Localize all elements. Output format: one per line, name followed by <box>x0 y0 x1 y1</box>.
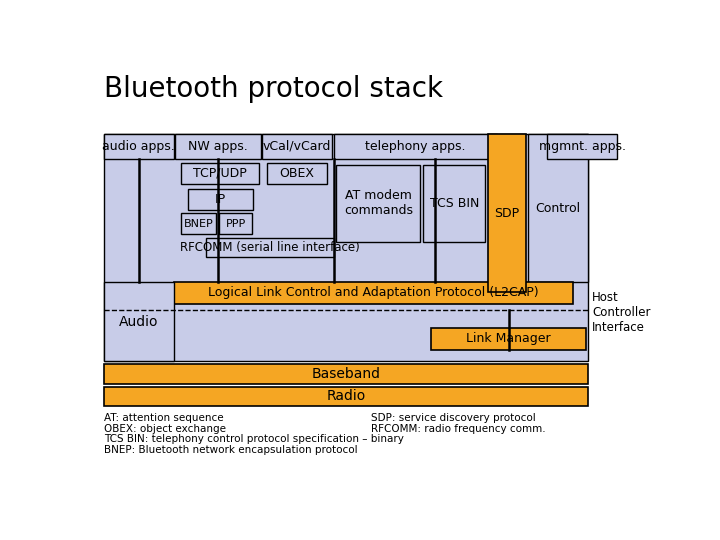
Text: TCP/UDP: TCP/UDP <box>194 167 247 180</box>
Bar <box>528 134 588 282</box>
Text: audio apps.: audio apps. <box>102 140 175 153</box>
Text: Control: Control <box>536 201 580 214</box>
Text: BNEP: Bluetooth network encapsulation protocol: BNEP: Bluetooth network encapsulation pr… <box>104 445 358 455</box>
Text: NW apps.: NW apps. <box>188 140 248 153</box>
Text: TCS BIN: telephony control protocol specification – binary: TCS BIN: telephony control protocol spec… <box>104 434 404 444</box>
Bar <box>206 238 334 257</box>
Bar <box>220 213 252 234</box>
Bar <box>104 134 588 361</box>
Bar <box>336 165 420 242</box>
Text: RFCOMM (serial line interface): RFCOMM (serial line interface) <box>180 241 360 254</box>
Text: OBEX: object exchange: OBEX: object exchange <box>104 423 226 434</box>
Bar <box>262 134 332 159</box>
Text: mgmnt. apps.: mgmnt. apps. <box>539 140 626 153</box>
Text: TCS BIN: TCS BIN <box>430 197 479 210</box>
Bar <box>431 328 586 350</box>
Text: SDP: service discovery protocol: SDP: service discovery protocol <box>371 413 535 423</box>
Text: vCal/vCard: vCal/vCard <box>263 140 331 153</box>
Bar <box>487 134 526 292</box>
Bar <box>104 282 174 361</box>
Bar <box>104 364 588 383</box>
Bar <box>104 387 588 406</box>
Text: Radio: Radio <box>326 389 366 403</box>
Bar <box>104 134 174 159</box>
Text: Host
Controller
Interface: Host Controller Interface <box>593 291 651 334</box>
Text: Audio: Audio <box>119 315 158 329</box>
Bar <box>334 134 497 159</box>
Text: Bluetooth protocol stack: Bluetooth protocol stack <box>104 75 443 103</box>
Text: SDP: SDP <box>495 206 520 220</box>
Bar <box>181 213 216 234</box>
Text: OBEX: OBEX <box>279 167 315 180</box>
Text: Link Manager: Link Manager <box>466 333 551 346</box>
Bar <box>174 282 573 303</box>
Text: IP: IP <box>215 193 226 206</box>
Text: Logical Link Control and Adaptation Protocol (L2CAP): Logical Link Control and Adaptation Prot… <box>208 286 539 299</box>
Text: AT: attention sequence: AT: attention sequence <box>104 413 224 423</box>
Bar <box>181 163 259 184</box>
Text: Baseband: Baseband <box>312 367 381 381</box>
Bar <box>175 134 261 159</box>
Bar <box>266 163 327 184</box>
Text: RFCOMM: radio frequency comm.: RFCOMM: radio frequency comm. <box>371 423 545 434</box>
Text: telephony apps.: telephony apps. <box>365 140 466 153</box>
Text: BNEP: BNEP <box>184 219 214 229</box>
Text: AT modem
commands: AT modem commands <box>344 190 413 218</box>
Bar <box>188 189 253 210</box>
Text: PPP: PPP <box>225 219 246 229</box>
Bar <box>547 134 617 159</box>
Bar <box>423 165 485 242</box>
